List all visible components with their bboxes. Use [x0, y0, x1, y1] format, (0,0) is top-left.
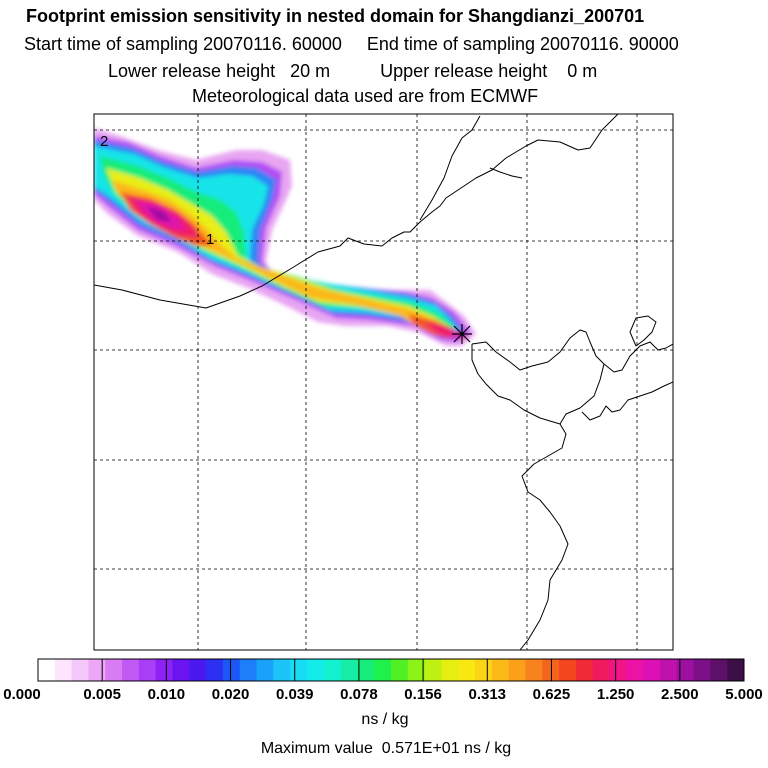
colorbar-tick-label: 0.313	[468, 686, 507, 703]
colorbar-swatch	[525, 659, 543, 681]
map-frame	[93, 113, 674, 651]
colorbar-swatch	[239, 659, 258, 681]
colorbar-swatch	[38, 659, 56, 681]
colorbar-swatch	[542, 659, 560, 681]
colorbar-swatch	[475, 659, 493, 681]
colorbar-swatch	[458, 659, 476, 681]
coastlines-borders	[94, 114, 673, 650]
colorbar-swatch	[54, 659, 73, 681]
colorbar-swatch	[206, 659, 224, 681]
plume-label-2: 2	[100, 133, 108, 150]
colorbar-tick-label: 0.010	[147, 686, 186, 703]
maximum-value-label: Maximum value 0.571E+01 ns / kg	[260, 740, 512, 757]
colorbar-swatch	[138, 659, 157, 681]
colorbar-tick-label: 0.625	[532, 686, 571, 703]
colorbar-tick-label: 0.078	[340, 686, 378, 703]
colorbar-swatch	[424, 659, 442, 681]
colorbar-tick-label: 0.039	[275, 686, 314, 703]
colorbar-swatch	[659, 659, 678, 681]
colorbar-swatch	[323, 659, 342, 681]
end-time-label: End time of sampling 20070116. 90000	[366, 34, 679, 54]
receptor-star-icon	[452, 324, 472, 344]
colorbar-swatch	[727, 659, 745, 681]
colorbar-swatch	[256, 659, 274, 681]
colorbar-swatch	[88, 659, 106, 681]
colorbar-swatch	[491, 659, 510, 681]
colorbar-tick-label: 0.156	[404, 686, 442, 703]
colorbar-frame	[37, 658, 745, 682]
colorbar-swatch	[391, 659, 409, 681]
colorbar-swatch	[374, 659, 392, 681]
colorbar-tick-label: 1.250	[596, 686, 635, 703]
lower-release-label: Lower release height 20 m	[108, 61, 331, 81]
colorbar-swatch	[189, 659, 207, 681]
colorbar-swatch	[172, 659, 190, 681]
colorbar-swatch	[609, 659, 627, 681]
colorbar-tick-label: 0.005	[83, 686, 121, 703]
plume-label-1: 1	[206, 231, 214, 248]
colorbar	[37, 658, 745, 682]
colorbar-units: ns / kg	[361, 711, 409, 728]
colorbar-swatch	[340, 659, 358, 681]
colorbar-tick-label: 2.500	[661, 686, 699, 703]
colorbar-swatch	[407, 659, 426, 681]
colorbar-swatch	[441, 659, 459, 681]
colorbar-swatch	[357, 659, 375, 681]
colorbar-swatch	[693, 659, 711, 681]
colorbar-swatch	[222, 659, 241, 681]
colorbar-swatch	[592, 659, 611, 681]
colorbar-tick-label: 0.000	[3, 686, 41, 703]
colorbar-swatch	[122, 659, 140, 681]
colorbar-swatch	[676, 659, 695, 681]
colorbar-swatch	[710, 659, 728, 681]
colorbar-swatch	[575, 659, 594, 681]
colorbar-swatch	[626, 659, 644, 681]
release-height-line: Lower release height 20 m Upper release …	[108, 61, 597, 82]
sensitivity-plume	[94, 128, 476, 346]
colorbar-swatch	[290, 659, 308, 681]
colorbar-swatch	[559, 659, 577, 681]
colorbar-swatch	[273, 659, 291, 681]
lat-lon-grid	[94, 114, 673, 650]
upper-release-label: Upper release height 0 m	[380, 61, 598, 81]
start-time-label: Start time of sampling 20070116. 60000	[24, 34, 342, 54]
colorbar-swatch	[508, 659, 526, 681]
colorbar-swatch	[643, 659, 661, 681]
page-title: Footprint emission sensitivity in nested…	[26, 6, 645, 26]
colorbar-swatch	[306, 659, 325, 681]
colorbar-tick-label: 5.000	[725, 686, 763, 703]
sampling-time-line: Start time of sampling 20070116. 60000 E…	[24, 34, 679, 55]
met-data-label: Meteorological data used are from ECMWF	[192, 86, 539, 106]
colorbar-swatch	[71, 659, 89, 681]
colorbar-swatch	[105, 659, 123, 681]
colorbar-swatch	[155, 659, 173, 681]
colorbar-tick-label: 0.020	[211, 686, 250, 703]
